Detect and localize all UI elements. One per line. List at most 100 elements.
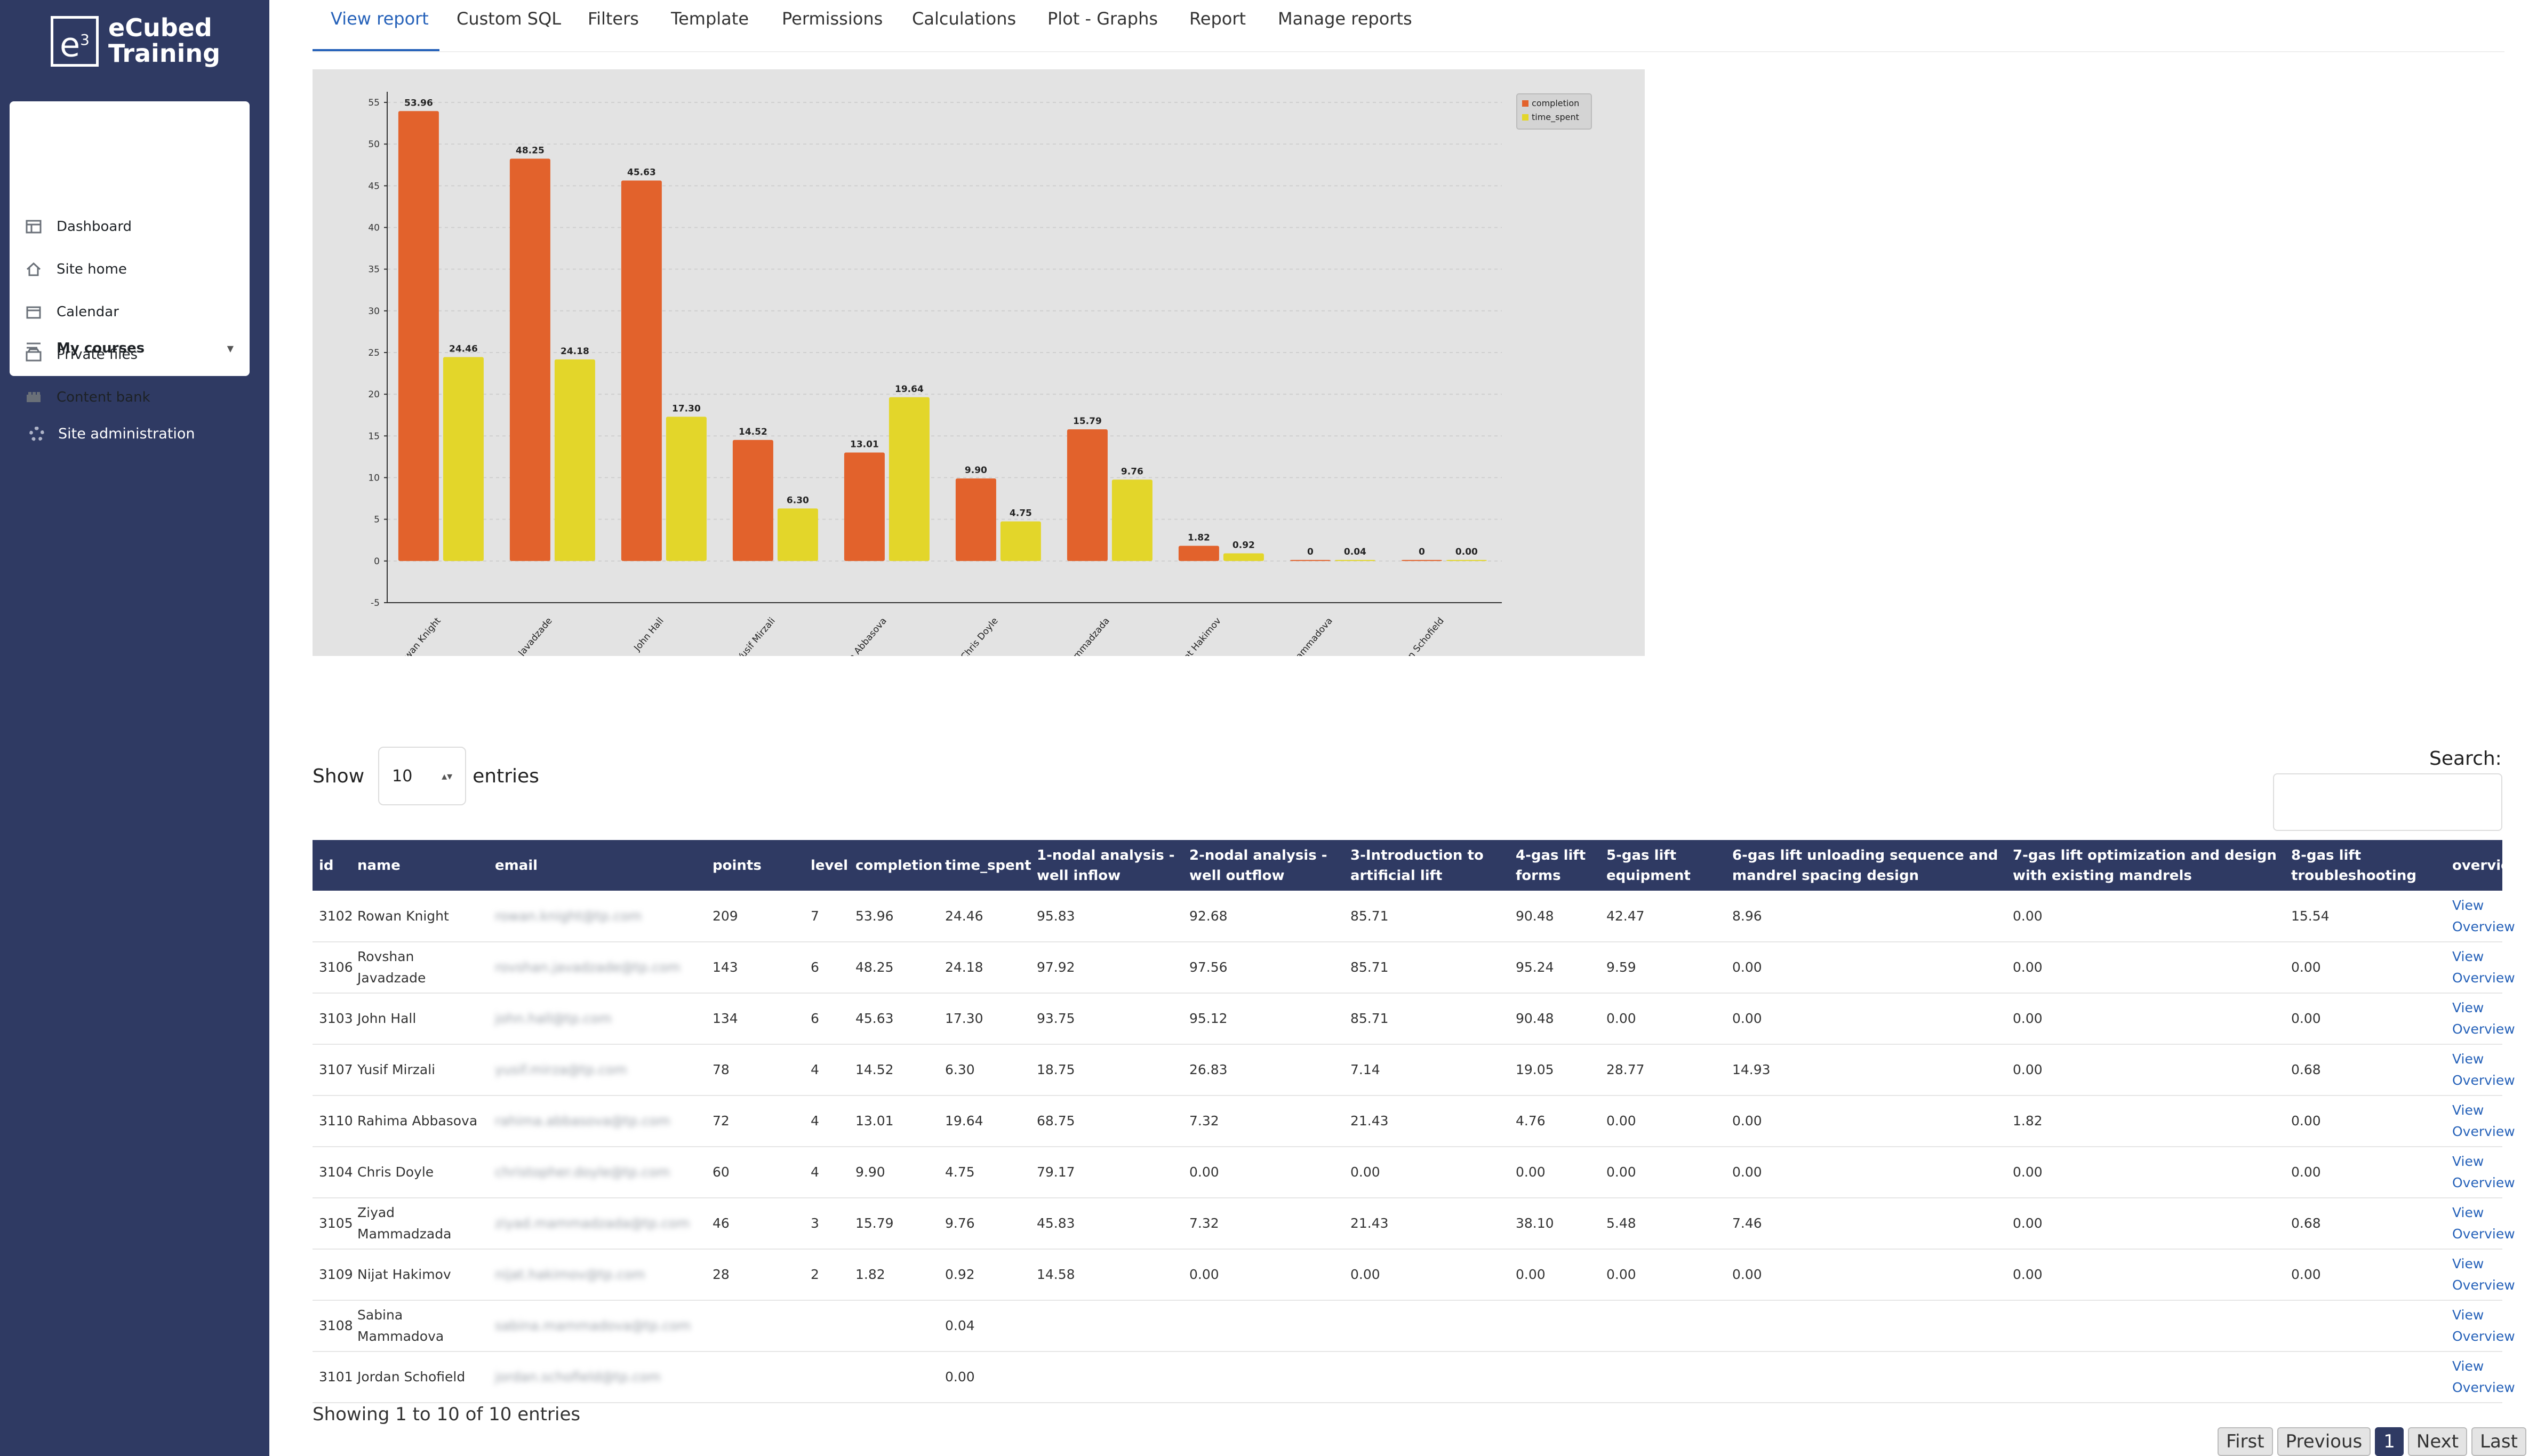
table-cell: 85.71 (1344, 891, 1509, 942)
table-cell: 48.25 (849, 942, 939, 994)
tab-permissions[interactable]: Permissions (782, 9, 883, 29)
nav-label: Private files (57, 347, 138, 363)
view-overview-link[interactable]: Overview (2452, 1277, 2515, 1293)
table-cell: 97.56 (1183, 942, 1344, 994)
tab-manage-reports[interactable]: Manage reports (1278, 9, 1412, 29)
y-tick-label: 40 (368, 223, 380, 234)
bar-time_spent (1334, 559, 1375, 561)
data-label: 48.25 (516, 146, 545, 156)
page-length-select[interactable]: 10 ▴▾ (378, 747, 467, 805)
table-cell (2285, 1351, 2446, 1403)
view-overview-link[interactable]: Overview (2452, 1226, 2515, 1242)
view-overview-link[interactable]: Overview (2452, 1021, 2515, 1037)
table-cell: 0.00 (2285, 1147, 2446, 1198)
column-header[interactable]: email (489, 840, 706, 891)
search-input[interactable] (2273, 773, 2502, 831)
legend-box (1516, 93, 1592, 130)
view-overview-link[interactable]: Overview (2452, 970, 2515, 986)
view-overview-link[interactable]: View (2452, 1307, 2484, 1323)
email-text: ziyad.mammadzada@tp.com (495, 1215, 690, 1231)
email-text: rovshan.javadzade@tp.com (495, 959, 681, 975)
tab-custom-sql[interactable]: Custom SQL (457, 9, 562, 29)
tab-view-report[interactable]: View report (331, 9, 429, 29)
x-tick-label: Yusif Mirzali (735, 615, 778, 656)
table-cell: 0.00 (2006, 891, 2285, 942)
view-overview-link[interactable]: Overview (2452, 1329, 2515, 1344)
nav-site-administration[interactable]: Site administration (29, 426, 195, 442)
tab-report[interactable]: Report (1189, 9, 1246, 29)
nav-content-bank[interactable]: Content bank (26, 384, 239, 411)
view-overview-link[interactable]: View (2452, 1256, 2484, 1271)
column-header[interactable]: 5-gas lift equipment (1600, 840, 1726, 891)
table-cell (1509, 1351, 1600, 1403)
column-header[interactable]: 7-gas lift optimization and design with … (2006, 840, 2285, 891)
table-cell: 4 (804, 1044, 849, 1096)
nav-dashboard[interactable]: Dashboard (26, 213, 239, 240)
brand-logo[interactable]: e3 eCubed Training (51, 15, 220, 69)
data-label: 4.75 (1010, 508, 1032, 519)
email-cell: nijat.hakimov@tp.com (489, 1249, 706, 1301)
data-label: 13.01 (850, 439, 879, 450)
table-cell (706, 1351, 804, 1403)
nav-my-courses[interactable]: My courses ▼ (26, 335, 234, 362)
table-cell: 17.30 (939, 993, 1030, 1045)
view-overview-link[interactable]: View (2452, 1205, 2484, 1220)
pager-next-button[interactable]: Next (2407, 1427, 2468, 1456)
column-header[interactable]: time_spent (939, 840, 1031, 891)
view-overview-link[interactable]: View (2452, 949, 2484, 964)
table-cell: 209 (706, 891, 804, 942)
bar-time_spent (1111, 479, 1153, 561)
view-overview-link[interactable]: Overview (2452, 1380, 2515, 1395)
view-overview-link[interactable]: View (2452, 897, 2484, 913)
view-overview-link[interactable]: View (2452, 1154, 2484, 1169)
view-overview-link[interactable]: View (2452, 1102, 2484, 1118)
table-cell: 72 (706, 1095, 804, 1147)
nav-private-files[interactable]: Private files (26, 341, 239, 368)
view-overview-link[interactable]: View (2452, 1051, 2484, 1067)
view-overview-link[interactable]: Overview (2452, 918, 2515, 934)
tab-calculations[interactable]: Calculations (912, 9, 1017, 29)
view-overview-link[interactable]: View (2452, 1000, 2484, 1015)
table-row: 3103 John Hall john.hall@tp.com 134 6 45.63 17… (313, 993, 2515, 1045)
column-header[interactable]: level (804, 840, 849, 891)
column-header[interactable]: 3-Introduction to artificial lift (1344, 840, 1509, 891)
sidebar: e3 eCubed Training Dashboard Site home C… (0, 0, 269, 1456)
tab-plot-graphs[interactable]: Plot - Graphs (1047, 9, 1158, 29)
nav-site-home[interactable]: Site home (26, 256, 239, 283)
table-cell: 3108 (313, 1300, 353, 1352)
tab-filters[interactable]: Filters (588, 9, 639, 29)
column-header[interactable]: overview (2446, 840, 2523, 891)
column-header[interactable]: 8-gas lift troubleshooting (2285, 840, 2446, 891)
view-overview-link[interactable]: Overview (2452, 1175, 2515, 1190)
table-cell: 0.00 (1344, 1147, 1509, 1198)
nav-calendar[interactable]: Calendar (26, 299, 239, 325)
column-header[interactable]: id (313, 840, 351, 891)
pager-page-1-button[interactable]: 1 (2375, 1427, 2404, 1456)
table-cell: 42.47 (1600, 891, 1726, 942)
table-cell: 0.00 (2006, 1249, 2285, 1301)
pager-first-button[interactable]: First (2218, 1427, 2273, 1456)
table-cell: 1.82 (849, 1249, 939, 1301)
table-cell: 38.10 (1509, 1198, 1600, 1250)
overview-cell: View Overview (2446, 942, 2515, 994)
column-header[interactable]: 4-gas lift forms (1509, 840, 1600, 891)
overview-cell: View Overview (2446, 1198, 2515, 1250)
pager-last-button[interactable]: Last (2471, 1427, 2526, 1456)
y-tick-label: -5 (371, 598, 380, 609)
table-cell: 6 (804, 993, 849, 1045)
column-header[interactable]: 2-nodal analysis - well outflow (1183, 840, 1344, 891)
view-overview-link[interactable]: Overview (2452, 1124, 2515, 1139)
column-header[interactable]: name (351, 840, 489, 891)
view-overview-link[interactable]: View (2452, 1358, 2484, 1374)
table-cell: 4 (804, 1147, 849, 1198)
column-header[interactable]: 6-gas lift unloading sequence and mandre… (1726, 840, 2006, 891)
pager-previous-button[interactable]: Previous (2277, 1427, 2371, 1456)
overview-cell: View Overview (2446, 993, 2515, 1045)
column-header[interactable]: 1-nodal analysis - well inflow (1030, 840, 1183, 891)
data-label: 24.18 (561, 346, 589, 357)
column-header[interactable]: completion (849, 840, 942, 891)
tab-template[interactable]: Template (671, 9, 749, 29)
data-label: 0 (1307, 547, 1314, 557)
column-header[interactable]: points (706, 840, 804, 891)
view-overview-link[interactable]: Overview (2452, 1073, 2515, 1088)
